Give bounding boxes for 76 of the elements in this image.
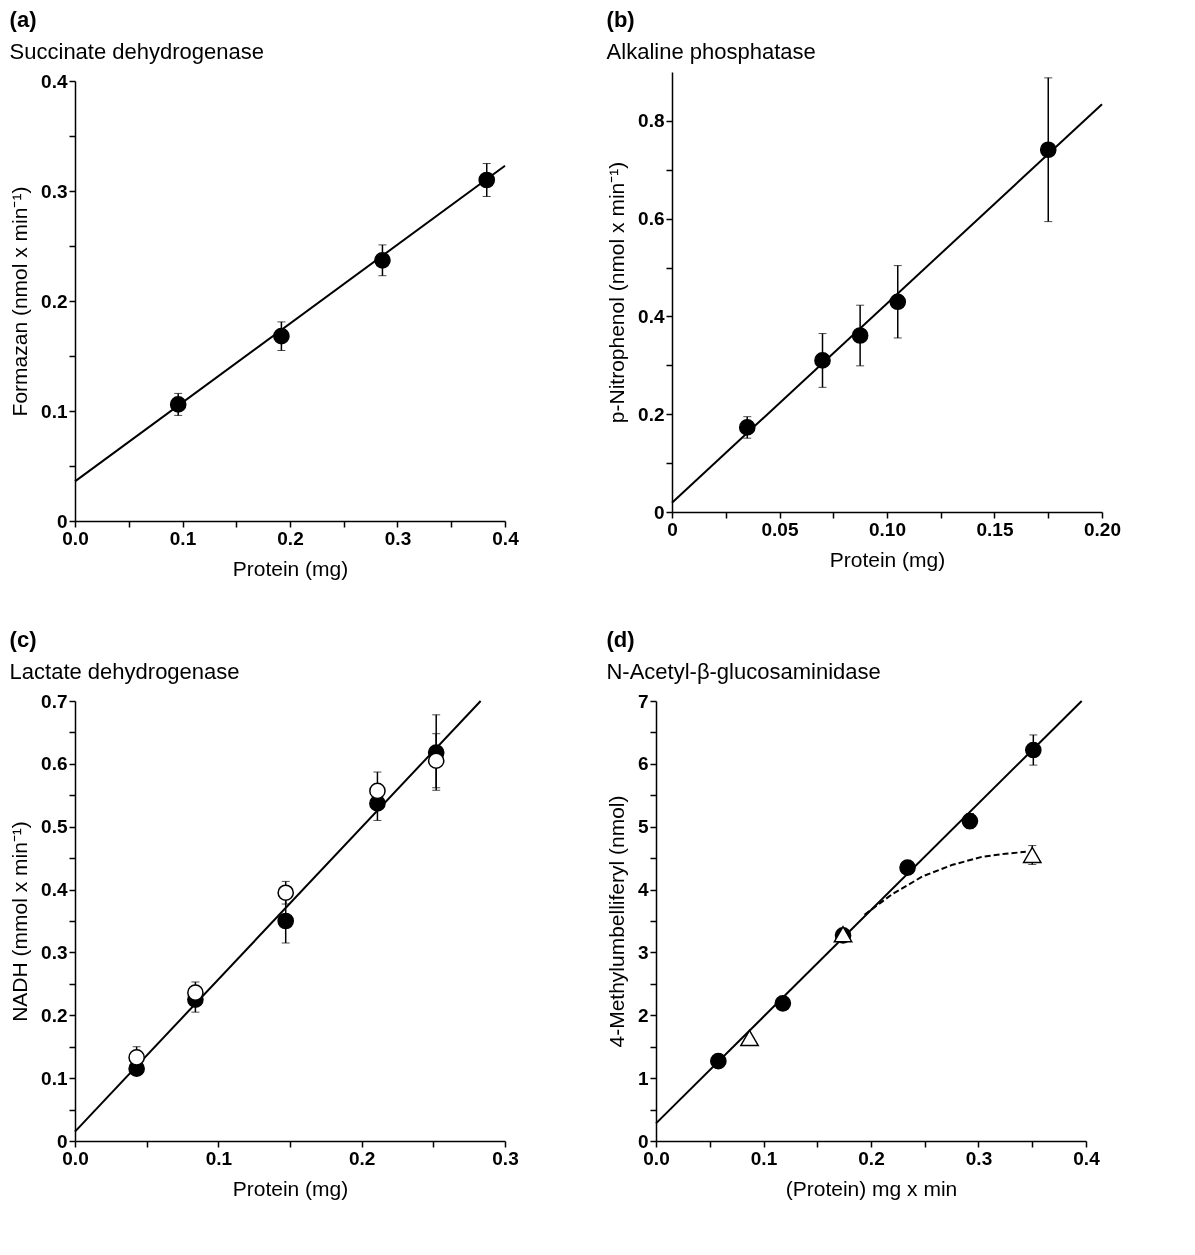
x-tick-label: 0.05 bbox=[761, 518, 799, 540]
x-tick-label: 0.4 bbox=[492, 527, 520, 549]
x-axis-title: Protein (mg) bbox=[829, 547, 946, 571]
y-axis-title: p-Nitrophenol (nmol x min⁻¹) bbox=[605, 161, 629, 424]
y-tick-label: 0.2 bbox=[638, 403, 665, 425]
x-tick-label: 0.10 bbox=[869, 518, 906, 540]
chart-title: (c) bbox=[9, 627, 37, 652]
point bbox=[169, 396, 187, 413]
x-axis-title: Protein (mg) bbox=[232, 556, 349, 580]
point bbox=[740, 1029, 759, 1047]
y-tick-label: 1 bbox=[637, 1067, 649, 1089]
x-tick-label: 0.1 bbox=[205, 1147, 233, 1169]
point bbox=[277, 884, 295, 902]
y-tick-label: 0.1 bbox=[41, 400, 68, 422]
y-tick-label: 0.3 bbox=[41, 180, 68, 202]
x-tick-label: 0.2 bbox=[858, 1147, 885, 1169]
point bbox=[1022, 846, 1042, 864]
y-tick-label: 0.3 bbox=[41, 941, 68, 963]
x-axis-title: Protein (mg) bbox=[232, 1176, 349, 1200]
y-tick-label: 0.4 bbox=[638, 305, 665, 327]
x-tick-label: 0.2 bbox=[277, 527, 304, 549]
y-axis-title: NADH (mmol x min⁻¹) bbox=[8, 821, 32, 1022]
y-axis-title: Formazan (nmol x min⁻¹) bbox=[8, 186, 32, 417]
x-tick-label: 0.2 bbox=[348, 1147, 376, 1169]
point bbox=[369, 782, 386, 800]
point bbox=[889, 293, 907, 311]
x-tick-label: 0.20 bbox=[1084, 518, 1121, 540]
y-tick-label: 0.6 bbox=[41, 753, 68, 775]
chart-title: (b) bbox=[606, 7, 635, 32]
point bbox=[814, 352, 831, 369]
chart-subtitle: Lactate dehydrogenase bbox=[9, 659, 240, 684]
y-tick-label: 0 bbox=[653, 501, 665, 523]
y-tick-label: 0.7 bbox=[41, 690, 68, 712]
x-tick-label: 0.1 bbox=[169, 527, 197, 549]
y-tick-label: 7 bbox=[637, 690, 649, 712]
chart-title: (d) bbox=[606, 627, 635, 652]
y-tick-label: 2 bbox=[637, 1004, 649, 1026]
y-tick-label: 0.4 bbox=[41, 879, 68, 901]
point bbox=[187, 984, 204, 1001]
x-tick-label: 0.3 bbox=[965, 1147, 993, 1169]
y-tick-label: 5 bbox=[637, 816, 649, 838]
point bbox=[1024, 741, 1042, 759]
point bbox=[427, 752, 445, 770]
x-axis-title: (Protein) mg x min bbox=[785, 1176, 958, 1200]
point bbox=[1039, 141, 1057, 159]
y-axis-title: 4-Methylumbelliferyl (nmol) bbox=[604, 795, 628, 1048]
chart-subtitle: N-Acetyl-β-glucosaminidase bbox=[606, 659, 881, 684]
y-tick-label: 3 bbox=[637, 941, 649, 963]
point bbox=[851, 327, 869, 344]
chart-subtitle: Alkaline phosphatase bbox=[606, 39, 816, 64]
point bbox=[128, 1049, 145, 1066]
y-tick-label: 0.6 bbox=[638, 208, 665, 230]
x-tick-label: 0.0 bbox=[62, 527, 89, 549]
point bbox=[374, 251, 391, 269]
y-tick-label: 0.2 bbox=[41, 1004, 68, 1026]
point bbox=[738, 419, 756, 436]
point bbox=[277, 912, 295, 930]
point bbox=[478, 171, 496, 189]
y-tick-label: 0.4 bbox=[41, 70, 68, 92]
chart-subtitle: Succinate dehydrogenase bbox=[9, 39, 265, 64]
y-tick-label: 0.5 bbox=[41, 816, 68, 838]
x-tick-label: 0.1 bbox=[750, 1147, 778, 1169]
point bbox=[899, 859, 916, 876]
x-tick-label: 0.3 bbox=[384, 527, 412, 549]
x-tick-label: 0.3 bbox=[492, 1147, 519, 1169]
y-tick-label: 4 bbox=[637, 879, 649, 901]
y-tick-label: 0.1 bbox=[41, 1067, 68, 1089]
point bbox=[774, 995, 792, 1012]
point bbox=[273, 327, 290, 345]
x-tick-label: 0.4 bbox=[1073, 1147, 1101, 1169]
y-tick-label: 6 bbox=[637, 753, 649, 775]
y-tick-label: 0.2 bbox=[41, 290, 68, 312]
y-tick-label: 0.8 bbox=[638, 110, 665, 132]
chart-title: (a) bbox=[9, 7, 37, 32]
x-tick-label: 0.15 bbox=[976, 518, 1014, 540]
point bbox=[710, 1052, 727, 1070]
